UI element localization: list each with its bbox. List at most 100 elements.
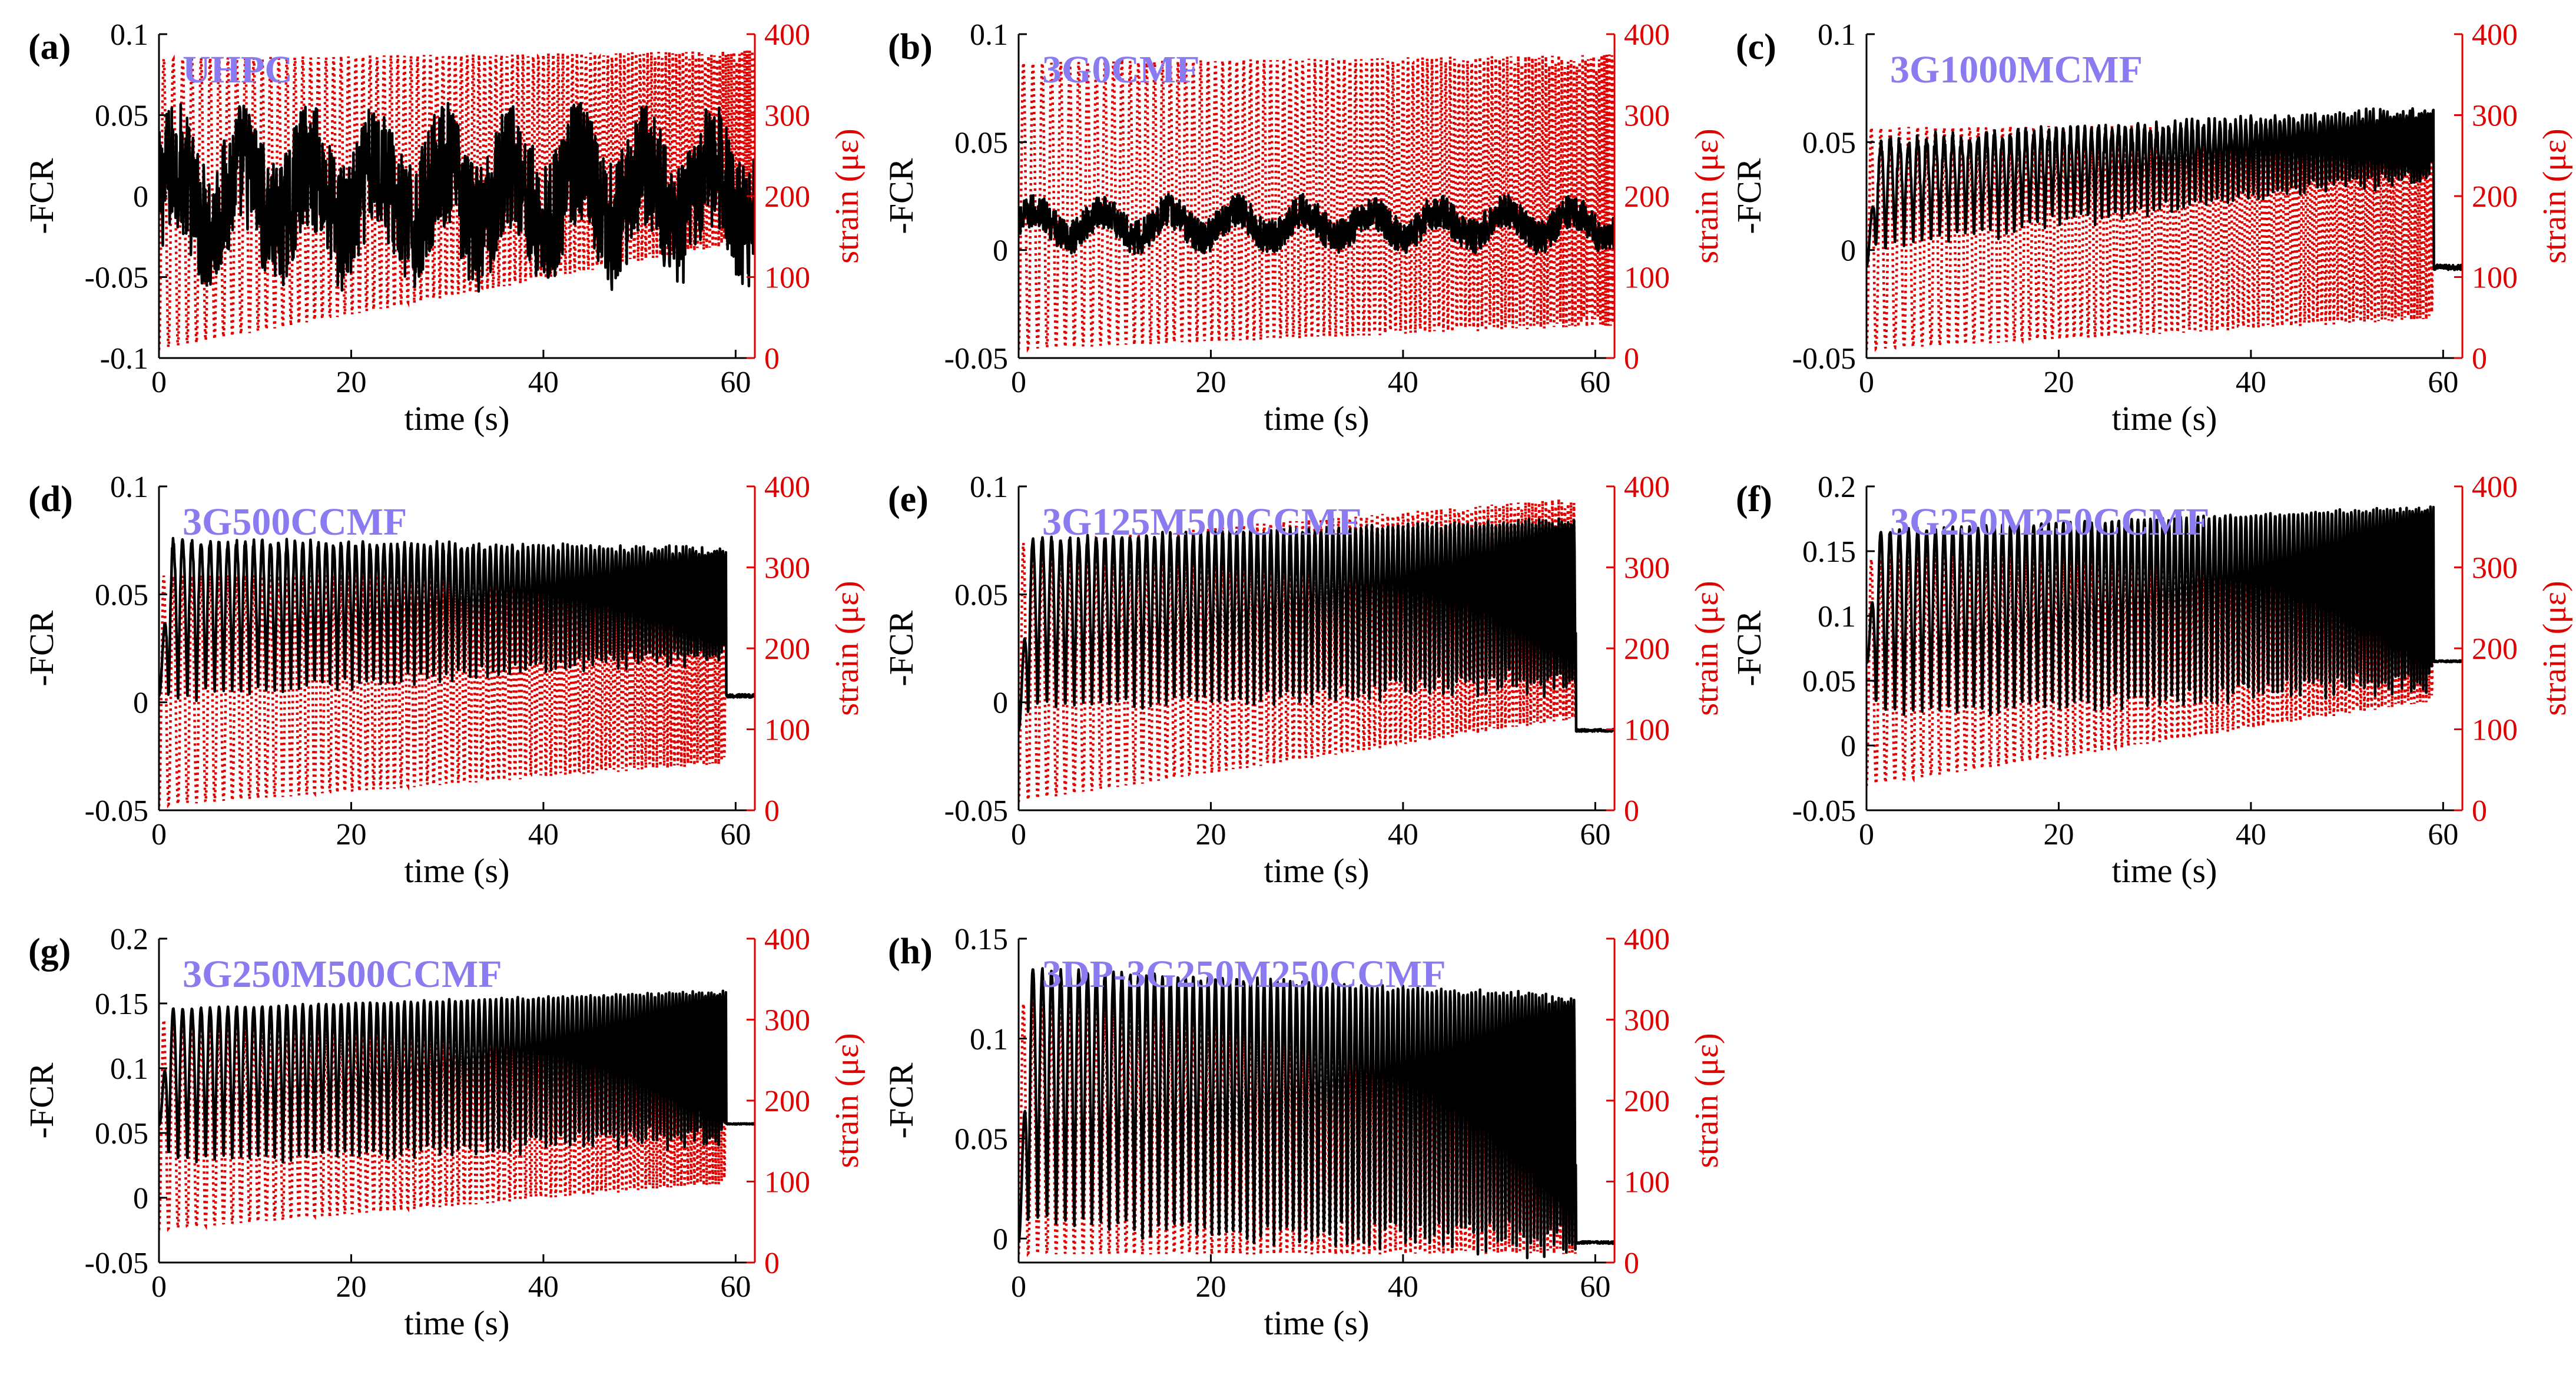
left-tick-label: -0.05 [85,261,148,295]
left-axis-title: -FCR [22,1062,61,1138]
right-tick-label: 200 [2472,180,2518,214]
left-axis-title: -FCR [882,158,920,234]
specimen-name: 3G500CCMF [183,501,407,544]
fcr-series-line [1019,193,1614,256]
x-axis-title: time (s) [405,399,510,438]
chart-panel-f: 0 20 40 60-0.0500.050.10.150.20100200300400… [1730,471,2573,890]
left-tick-label: -0.05 [944,342,1008,376]
fcr-series-line [1866,107,2462,271]
right-tick-label: 400 [764,471,810,504]
x-tick-label: 40 [2236,366,2266,399]
right-tick-label: 0 [1624,342,1639,376]
x-tick-label: 0 [151,366,167,399]
left-tick-label: 0.1 [1818,18,1856,52]
x-tick-label: 0 [151,818,167,851]
left-tick-label: 0.2 [110,923,148,956]
right-tick-label: 300 [1624,1004,1670,1038]
specimen-name: 3G250M500CCMF [183,953,502,996]
x-tick-label: 20 [336,818,366,851]
left-tick-label: 0 [993,1222,1008,1256]
left-tick-label: 0.1 [110,1052,148,1086]
panel-label: (b) [888,27,933,67]
x-axis-title: time (s) [1264,399,1370,438]
left-tick-label: 0.2 [1818,471,1856,504]
panel-label: (f) [1736,479,1772,519]
strain-series-line [1019,54,1614,353]
left-axis-title: -FCR [22,158,61,234]
chart-panel-a: 0 20 40 60 -0.1 -0.05 0 0.05 0.1 0 100 200 300 400 tim… [22,18,866,438]
fcr-series-line [159,102,755,293]
x-tick-label: 60 [1580,1270,1610,1304]
right-tick-label: 300 [764,552,810,585]
specimen-name: UHPC [183,48,293,91]
left-tick-label: 0.1 [970,1023,1008,1056]
x-tick-label: 60 [1580,818,1610,851]
left-tick-label: 0.05 [95,578,148,612]
x-tick-label: 60 [720,366,751,399]
right-tick-label: 0 [1624,1247,1639,1280]
right-tick-label: 200 [2472,632,2518,666]
left-tick-label: -0.1 [100,342,148,376]
x-tick-label: 60 [2428,366,2458,399]
x-tick-label: 40 [2236,818,2266,851]
x-tick-label: 60 [1580,366,1610,399]
right-axis-title: strain (με) [829,581,866,715]
right-tick-label: 100 [1624,261,1670,295]
left-tick-label: 0 [133,180,148,214]
right-tick-label: 300 [1624,100,1670,133]
right-axis-title: strain (με) [1689,128,1725,263]
right-tick-label: 200 [764,180,810,214]
x-tick-label: 20 [1195,818,1226,851]
right-tick-label: 300 [1624,552,1670,585]
right-tick-label: 300 [2472,100,2518,133]
right-tick-label: 200 [1624,1085,1670,1118]
left-tick-label: 0 [133,687,148,720]
x-tick-label: 0 [151,1270,167,1304]
left-tick-label: 0.05 [95,1117,148,1151]
left-tick-label: 0.15 [95,988,148,1021]
right-tick-label: 100 [2472,261,2518,295]
x-tick-label: 20 [336,1270,366,1304]
x-axis-title: time (s) [2112,851,2217,890]
right-tick-label: 200 [764,632,810,666]
fcr-series-line [159,536,755,703]
left-tick-label: 0 [133,1182,148,1215]
right-tick-label: 100 [764,1166,810,1200]
right-tick-label: 400 [2472,471,2518,504]
right-axis-title: strain (με) [829,1033,866,1168]
right-tick-label: 300 [2472,552,2518,585]
fcr-series-line [1019,967,1614,1260]
left-tick-label: 0.05 [95,100,148,133]
strain-series-line [159,50,755,352]
right-tick-label: 0 [1624,794,1639,828]
right-tick-label: 0 [764,342,780,376]
specimen-name: 3DP-3G250M250CCMF [1042,953,1446,996]
chart-panel-h: 0 20 40 60 0 0.05 0.1 0.15 0 100 200 300 400 time (s)… [882,923,1725,1342]
x-tick-label: 60 [720,818,751,851]
x-axis-title: time (s) [405,1304,510,1342]
x-tick-label: 0 [1011,1270,1026,1304]
left-tick-label: 0 [1841,730,1856,763]
left-tick-label: -0.05 [944,794,1008,828]
x-tick-label: 40 [1388,366,1418,399]
right-tick-label: 100 [1624,714,1670,747]
right-axis-title: strain (με) [2537,581,2573,715]
right-tick-label: 400 [1624,18,1670,52]
right-tick-label: 400 [764,923,810,956]
left-tick-label: 0.05 [1802,126,1856,160]
right-tick-label: 400 [764,18,810,52]
left-tick-label: 0 [1841,234,1856,268]
left-axis-title: -FCR [882,610,920,686]
right-axis-title: strain (με) [2537,128,2573,263]
right-tick-label: 200 [764,1085,810,1118]
x-tick-label: 0 [1011,818,1026,851]
x-tick-label: 0 [1859,366,1874,399]
left-axis-title: -FCR [882,1062,920,1138]
left-tick-label: -0.05 [1792,342,1856,376]
left-tick-label: 0.15 [954,923,1008,956]
x-tick-label: 40 [1388,818,1418,851]
left-axis-title: -FCR [1730,158,1768,234]
specimen-name: 3G0CMF [1042,48,1200,91]
